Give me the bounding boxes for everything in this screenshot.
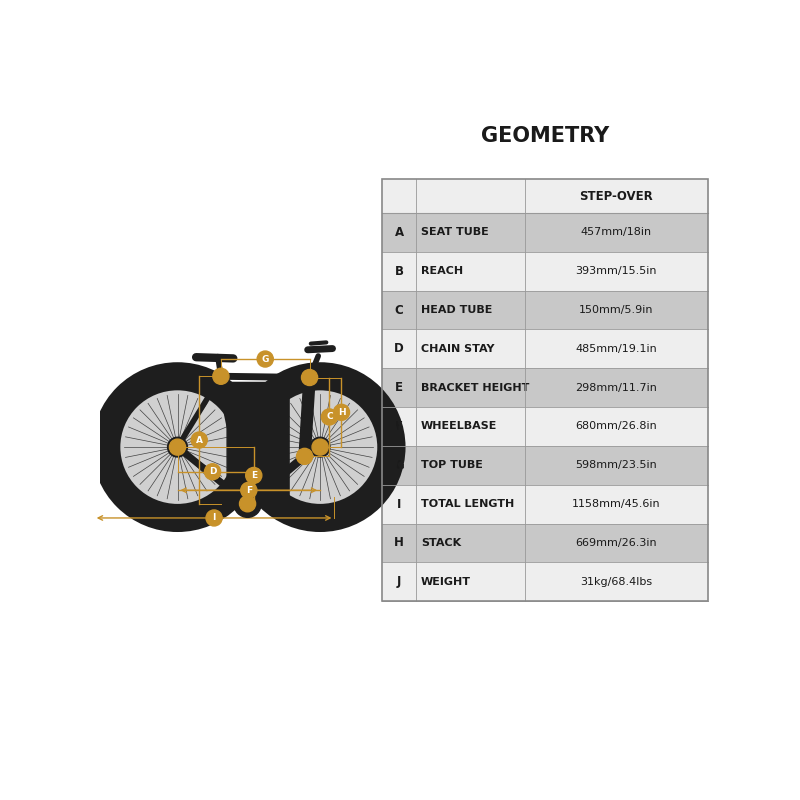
Text: A: A (196, 435, 202, 445)
Circle shape (173, 442, 182, 452)
Circle shape (170, 439, 186, 455)
Circle shape (94, 364, 261, 530)
Circle shape (246, 467, 262, 483)
Circle shape (234, 490, 262, 518)
FancyBboxPatch shape (382, 562, 708, 601)
Text: D: D (209, 467, 216, 476)
Circle shape (167, 438, 187, 457)
Text: G: G (394, 458, 404, 472)
Circle shape (315, 442, 325, 452)
FancyBboxPatch shape (227, 382, 289, 502)
Text: F: F (395, 420, 403, 433)
Text: 31kg/68.4lbs: 31kg/68.4lbs (580, 577, 652, 586)
Text: BRACKET HEIGHT: BRACKET HEIGHT (421, 382, 530, 393)
Text: TOTAL LENGTH: TOTAL LENGTH (421, 499, 514, 509)
Text: 457mm/18in: 457mm/18in (581, 227, 652, 238)
Text: CHAIN STAY: CHAIN STAY (421, 344, 494, 354)
FancyBboxPatch shape (382, 485, 708, 523)
FancyBboxPatch shape (382, 368, 708, 407)
Circle shape (334, 404, 350, 420)
Circle shape (205, 464, 221, 480)
Circle shape (262, 389, 379, 506)
Text: SEAT TUBE: SEAT TUBE (421, 227, 489, 238)
Circle shape (206, 510, 222, 526)
Circle shape (312, 439, 328, 455)
Text: H: H (338, 408, 346, 417)
Circle shape (310, 438, 330, 457)
FancyBboxPatch shape (382, 523, 708, 562)
Text: 393mm/15.5in: 393mm/15.5in (575, 266, 657, 276)
Text: I: I (212, 514, 216, 522)
Circle shape (237, 364, 404, 530)
Circle shape (241, 482, 257, 498)
Text: 680mm/26.8in: 680mm/26.8in (575, 422, 657, 431)
FancyBboxPatch shape (382, 446, 708, 485)
Text: B: B (394, 265, 404, 278)
Text: STEP-OVER: STEP-OVER (579, 190, 653, 202)
Text: GEOMETRY: GEOMETRY (481, 126, 610, 146)
Text: J: J (397, 575, 402, 588)
Text: HEAD TUBE: HEAD TUBE (421, 305, 493, 315)
Text: A: A (394, 226, 404, 239)
Circle shape (239, 496, 256, 512)
FancyBboxPatch shape (382, 330, 708, 368)
Circle shape (191, 432, 207, 448)
Circle shape (297, 448, 313, 464)
Text: 298mm/11.7in: 298mm/11.7in (575, 382, 657, 393)
Circle shape (302, 370, 318, 386)
Text: REACH: REACH (421, 266, 463, 276)
Text: WEIGHT: WEIGHT (421, 577, 471, 586)
Circle shape (257, 351, 274, 367)
Text: C: C (394, 303, 403, 317)
Circle shape (213, 368, 229, 384)
FancyBboxPatch shape (382, 252, 708, 290)
FancyBboxPatch shape (382, 290, 708, 330)
Text: STACK: STACK (421, 538, 462, 548)
Text: E: E (250, 471, 257, 480)
FancyBboxPatch shape (382, 213, 708, 252)
Text: TOP TUBE: TOP TUBE (421, 460, 483, 470)
FancyBboxPatch shape (382, 179, 708, 213)
Circle shape (322, 409, 338, 425)
Text: 598mm/23.5in: 598mm/23.5in (575, 460, 657, 470)
Text: 669mm/26.3in: 669mm/26.3in (575, 538, 657, 548)
FancyBboxPatch shape (382, 407, 708, 446)
Text: G: G (262, 354, 269, 363)
Text: 485mm/19.1in: 485mm/19.1in (575, 344, 657, 354)
Text: C: C (326, 413, 333, 422)
Text: D: D (394, 342, 404, 355)
Text: 150mm/5.9in: 150mm/5.9in (579, 305, 654, 315)
Circle shape (118, 389, 237, 506)
Text: 1158mm/45.6in: 1158mm/45.6in (572, 499, 661, 509)
Text: I: I (397, 498, 402, 510)
Text: WHEELBASE: WHEELBASE (421, 422, 498, 431)
Text: E: E (395, 381, 403, 394)
Text: F: F (246, 486, 252, 494)
Text: H: H (394, 537, 404, 550)
